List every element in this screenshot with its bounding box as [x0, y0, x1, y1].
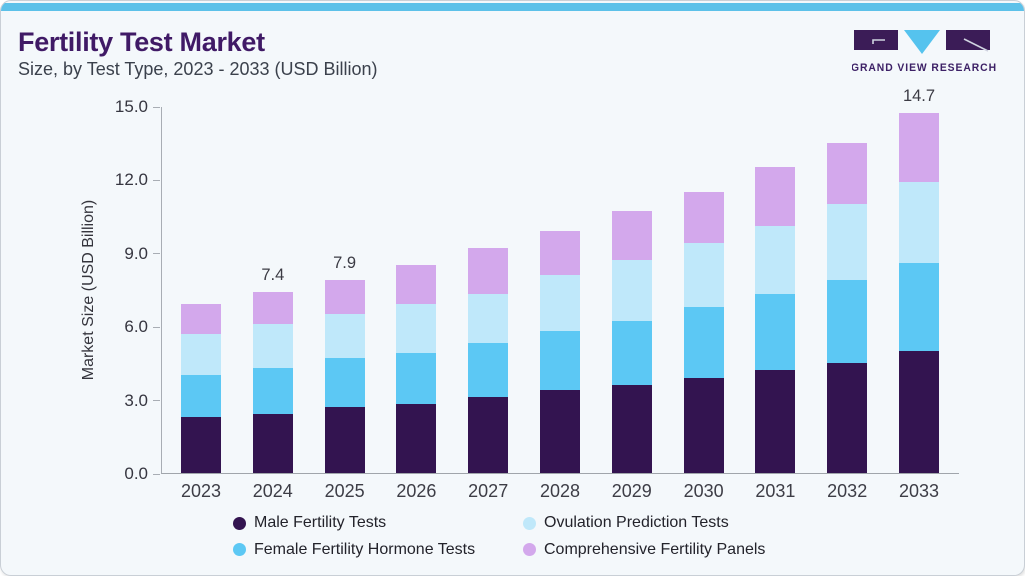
- gvr-logo: GRAND VIEW RESEARCH: [851, 27, 1002, 80]
- bar-segment-series0-2026: [396, 404, 437, 473]
- bar-segment-series0-2030: [683, 378, 724, 473]
- bar-value-label-2024: 7.4: [261, 266, 285, 284]
- bar-segment-series3-2024: [252, 292, 293, 324]
- top-accent-bar: [1, 3, 1024, 11]
- x-axis-label-2025: 2025: [324, 481, 365, 501]
- x-axis-label-2031: 2031: [755, 481, 796, 501]
- bar-segment-series0-2031: [755, 370, 796, 473]
- y-axis-tick-label: 3.0: [124, 390, 148, 410]
- y-axis-tick: [153, 179, 160, 181]
- y-axis-tick: [153, 106, 160, 108]
- bar-segment-series3-2030: [683, 192, 724, 243]
- legend-item: Comprehensive Fertility Panels: [523, 540, 765, 560]
- x-axis-label-2030: 2030: [683, 481, 724, 501]
- y-axis-tick-label: 9.0: [124, 243, 148, 263]
- y-axis-tick-label: 12.0: [114, 170, 148, 190]
- bar-segment-series0-2032: [827, 363, 868, 473]
- x-axis-label-2033: 2033: [898, 481, 940, 501]
- bar-segment-series1-2030: [683, 307, 724, 378]
- y-axis-tick-label: 6.0: [124, 317, 148, 337]
- bar-segment-series3-2023: [181, 304, 221, 334]
- y-axis-tick: [153, 326, 160, 328]
- bar-segment-series1-2024: [252, 368, 293, 414]
- legend-dot: [233, 543, 246, 556]
- bar-segment-series2-2026: [396, 304, 437, 353]
- bar-segment-series3-2032: [827, 143, 868, 204]
- logo-r-leg: [963, 38, 989, 52]
- bar-segment-series2-2024: [252, 324, 293, 368]
- y-axis-tick-label: 15.0: [114, 97, 148, 116]
- bar-value-label-2025: 7.9: [333, 254, 357, 272]
- bar-segment-series3-2033: [899, 113, 939, 182]
- x-axis-label-2026: 2026: [396, 481, 437, 501]
- legend-dot: [233, 516, 246, 530]
- bar-segment-series1-2028: [540, 331, 580, 390]
- bar-segment-series1-2033: [899, 263, 939, 351]
- legend-item: Ovulation Prediction Tests: [523, 513, 729, 533]
- bar-segment-series3-2025: [324, 280, 365, 314]
- bar-segment-series0-2028: [540, 390, 580, 473]
- bar-segment-series3-2026: [396, 265, 437, 304]
- bar-segment-series2-2030: [683, 243, 724, 307]
- bar-segment-series2-2025: [324, 314, 365, 358]
- bar-segment-series1-2026: [396, 353, 437, 404]
- legend-item-label: Ovulation Prediction Tests: [544, 514, 729, 531]
- y-axis-tick-label: 0.0: [124, 464, 148, 483]
- y-axis-tick: [153, 253, 160, 255]
- logo-g-glyph: [872, 39, 885, 44]
- bar-segment-series0-2027: [468, 397, 509, 473]
- bar-value-label-2033: 14.7: [902, 87, 936, 105]
- bar-segment-series3-2029: [611, 211, 652, 260]
- gvr-logo-graphic: GRAND VIEW RESEARCH: [851, 30, 997, 74]
- legend-item-label: Comprehensive Fertility Panels: [544, 540, 766, 558]
- chart-legend: Male Fertility Tests Ovulation Prediction…: [233, 513, 853, 569]
- legend-dot: [523, 516, 536, 530]
- x-axis-label-2024: 2024: [252, 481, 293, 501]
- y-axis-title: Market Size (USD Billion): [80, 199, 97, 381]
- x-axis-label-2032: 2032: [827, 481, 868, 501]
- page-title: Fertility Test Market: [18, 27, 265, 57]
- bar-segment-series2-2023: [181, 334, 221, 375]
- bar-segment-series1-2023: [181, 375, 221, 417]
- page-subtitle: Size, by Test Type, 2023 - 2033 (USD Bil…: [18, 59, 378, 79]
- x-axis-label-2029: 2029: [611, 481, 652, 501]
- bar-segment-series1-2029: [611, 321, 652, 385]
- bar-segment-series3-2031: [755, 167, 796, 226]
- legend-item: Female Fertility Hormone Tests: [233, 540, 475, 560]
- bar-segment-series3-2027: [468, 248, 509, 294]
- legend-item: Male Fertility Tests: [233, 513, 386, 533]
- y-axis-tick: [153, 473, 160, 475]
- bar-segment-series0-2025: [324, 407, 365, 473]
- legend-dot: [523, 543, 536, 556]
- bar-segment-series0-2033: [899, 351, 939, 473]
- bar-segment-series1-2027: [468, 343, 509, 397]
- plot-area: 0.0 3.0 6.0 9.0 12.0 15.0 2023 7.4 2024 7.9 2025 20…: [115, 87, 959, 501]
- bar-segment-series2-2027: [468, 294, 509, 343]
- bar-segment-series2-2028: [540, 275, 580, 331]
- x-axis-label-2027: 2027: [468, 481, 509, 501]
- logo-v-triangle: [904, 30, 940, 54]
- bar-segment-series0-2029: [611, 385, 652, 473]
- bar-segment-series0-2023: [181, 417, 221, 473]
- legend-item-label: Female Fertility Hormone Tests: [254, 540, 476, 558]
- bar-segment-series1-2031: [755, 294, 796, 370]
- bar-segment-series1-2032: [827, 280, 868, 363]
- legend-item-label: Male Fertility Tests: [254, 514, 387, 531]
- bar-segment-series3-2028: [540, 231, 580, 275]
- bar-segment-series0-2024: [252, 414, 293, 473]
- x-axis-label-2028: 2028: [539, 481, 581, 501]
- y-axis-tick: [153, 400, 160, 402]
- bar-segment-series2-2029: [611, 260, 652, 321]
- bar-segment-series1-2025: [324, 358, 365, 407]
- logo-wordmark: GRAND VIEW RESEARCH: [852, 62, 997, 74]
- logo-r-block: [946, 30, 990, 50]
- x-axis-label-2023: 2023: [180, 481, 222, 501]
- bar-segment-series2-2032: [827, 204, 868, 280]
- bar-segment-series2-2031: [755, 226, 796, 294]
- bar-segment-series2-2033: [899, 182, 939, 263]
